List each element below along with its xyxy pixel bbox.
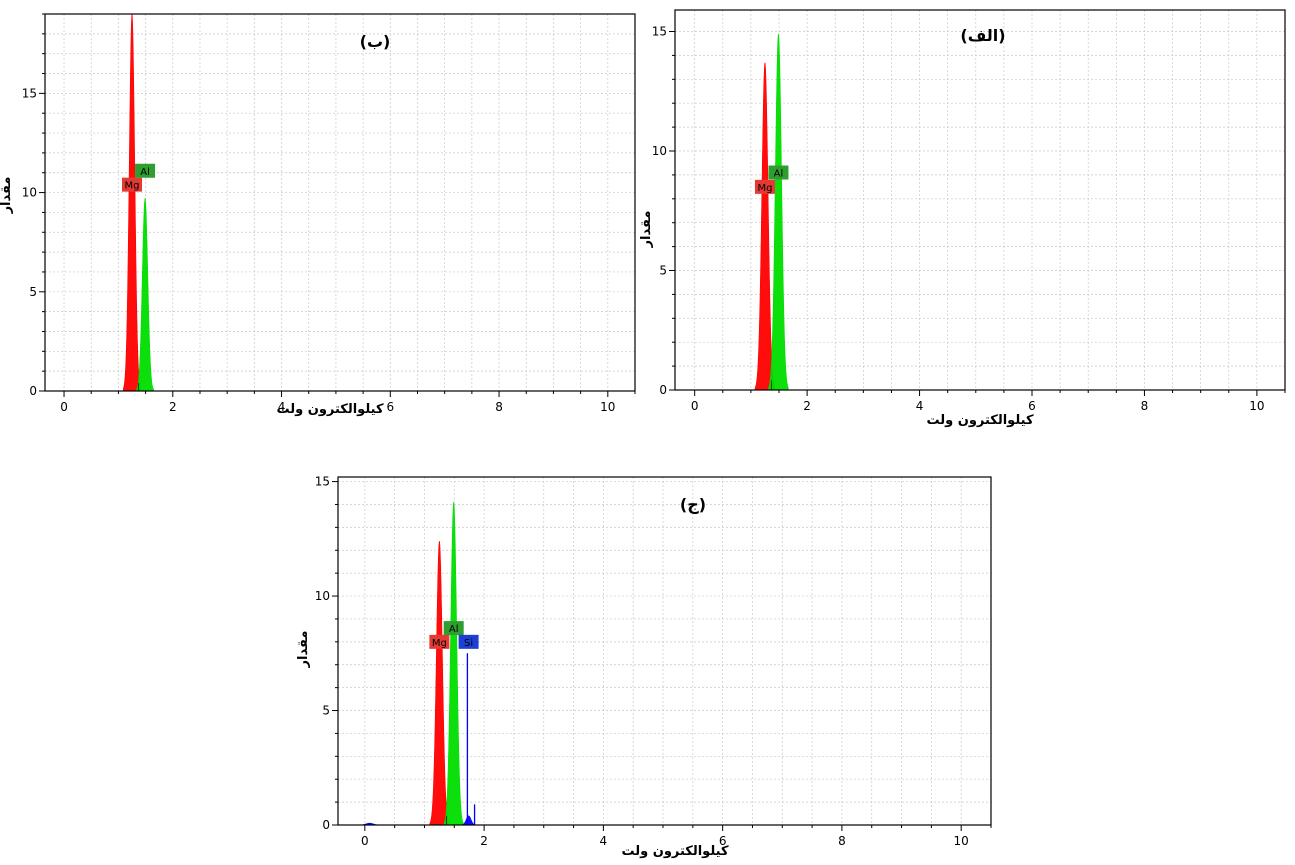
x-axis-label: کیلوالکترون ولت xyxy=(276,402,383,417)
x-axis-label: کیلوالکترون ولت xyxy=(621,844,728,859)
element-label-text: Al xyxy=(449,624,459,635)
element-label-bg xyxy=(443,621,464,636)
element-label-text: Mg xyxy=(432,638,447,649)
y-tick-label: 10 xyxy=(652,144,667,158)
element-label-mg: Mg xyxy=(429,634,450,649)
y-tick-label: 0 xyxy=(29,384,37,398)
y-tick-label: 0 xyxy=(659,383,667,397)
x-tick-label: 10 xyxy=(954,834,969,848)
panel-label: (ب) xyxy=(360,32,391,51)
y-axis-label: مقدار xyxy=(639,211,654,249)
plot-area xyxy=(338,477,991,825)
element-label-al: Al xyxy=(768,165,789,180)
element-label-bg xyxy=(122,177,143,192)
peak-al xyxy=(443,502,464,826)
y-tick-label: 10 xyxy=(22,186,37,200)
y-tick-label: 15 xyxy=(315,475,330,489)
x-tick-label: 0 xyxy=(60,400,68,414)
x-tick-label: 10 xyxy=(1249,399,1264,413)
grid xyxy=(338,477,992,825)
element-label-bg xyxy=(458,634,479,649)
peak-al xyxy=(136,197,155,392)
x-tick-label: 0 xyxy=(691,399,699,413)
x-tick-label: 8 xyxy=(495,400,503,414)
x-tick-label: 4 xyxy=(600,834,608,848)
element-label-bg xyxy=(768,165,789,180)
x-tick-label: 2 xyxy=(803,399,811,413)
y-tick-label: 5 xyxy=(29,285,37,299)
y-tick-label: 5 xyxy=(322,704,330,718)
panel-label: (الف) xyxy=(960,26,1005,45)
x-tick-label: 4 xyxy=(916,399,924,413)
peak-mg xyxy=(122,13,142,392)
x-tick-label: 8 xyxy=(838,834,846,848)
x-tick-label: 6 xyxy=(386,400,394,414)
element-label-al: Al xyxy=(135,163,156,178)
element-label-bg xyxy=(754,179,775,194)
x-tick-label: 2 xyxy=(480,834,488,848)
element-label-text: Al xyxy=(140,167,150,178)
element-label-al: Al xyxy=(443,621,464,636)
x-tick-label: 2 xyxy=(169,400,177,414)
plot-frame xyxy=(44,13,636,392)
element-label-mg: Mg xyxy=(122,177,143,192)
plot-frame xyxy=(674,9,1286,391)
element-label-si: Si xyxy=(458,634,479,649)
y-tick-label: 15 xyxy=(22,86,37,100)
x-tick-label: 8 xyxy=(1141,399,1149,413)
x-tick-label: 0 xyxy=(361,834,369,848)
y-tick-label: 5 xyxy=(659,264,667,278)
element-label-text: Al xyxy=(774,169,784,180)
x-tick-label: 10 xyxy=(600,400,615,414)
y-tick-label: 10 xyxy=(315,589,330,603)
element-label-mg: Mg xyxy=(754,179,775,194)
x-tick-label: 6 xyxy=(1028,399,1036,413)
element-label-text: Si xyxy=(464,638,473,649)
x-axis-label: کیلوالکترون ولت xyxy=(926,413,1033,428)
peak-mg xyxy=(429,541,450,826)
y-axis-label: مقدار xyxy=(0,177,14,215)
x-tick-label: 6 xyxy=(719,834,727,848)
y-tick-label: 15 xyxy=(652,25,667,39)
peak-al xyxy=(768,33,789,391)
y-axis-label: مقدار xyxy=(296,631,311,669)
element-label-text: Mg xyxy=(757,183,772,194)
x-tick-label: 4 xyxy=(278,400,286,414)
element-label-bg xyxy=(135,163,156,178)
plot-frame xyxy=(337,476,992,826)
element-label-bg xyxy=(429,634,450,649)
element-label-text: Mg xyxy=(125,181,140,192)
y-tick-label: 0 xyxy=(322,818,330,832)
panel-label: (ج) xyxy=(680,495,706,514)
